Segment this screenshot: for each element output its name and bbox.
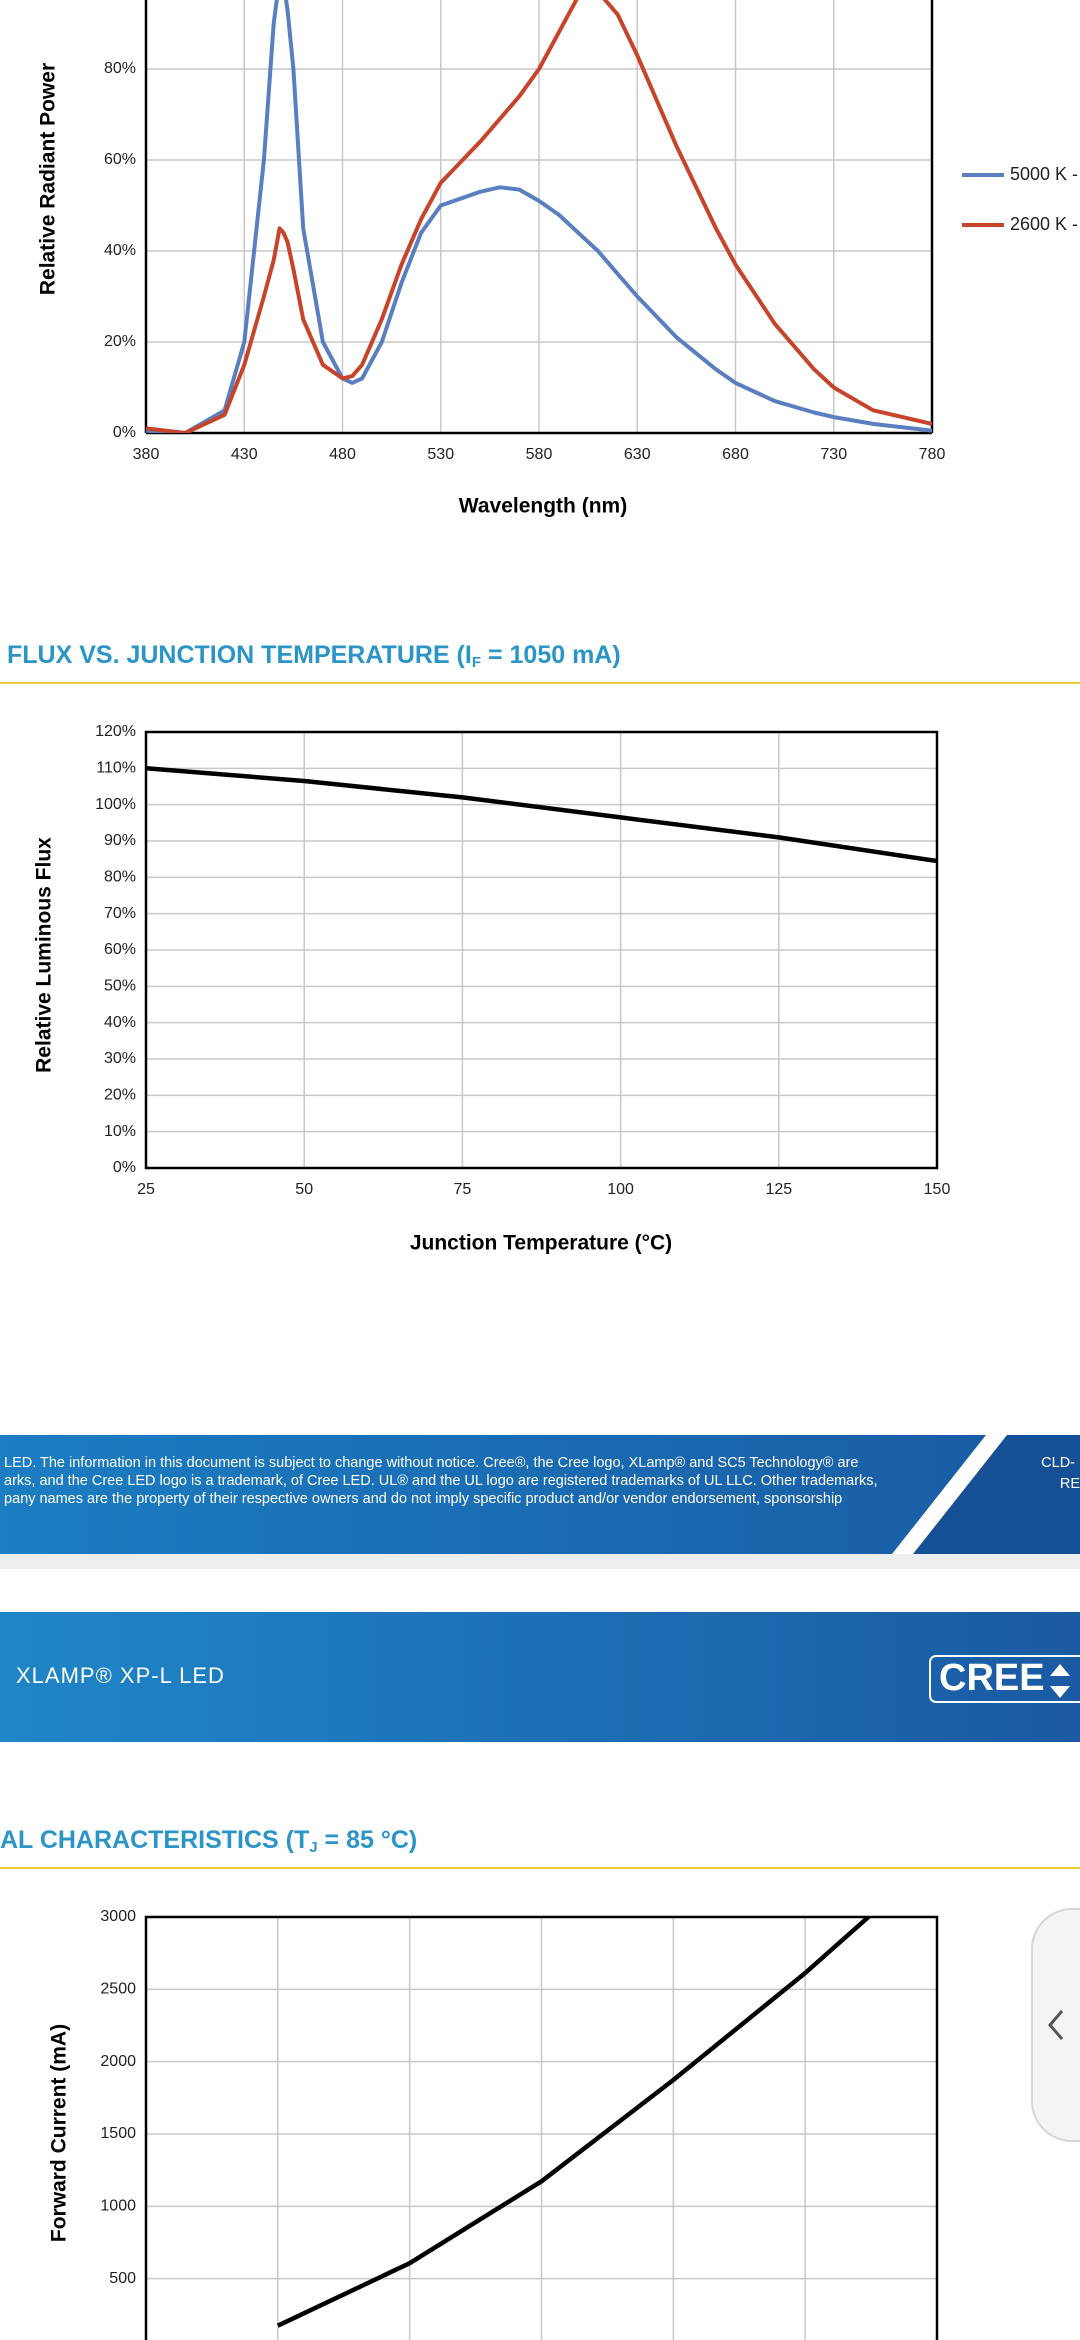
footer-panel	[913, 1435, 1080, 1554]
x-tick-label: 150	[924, 1181, 951, 1198]
y-tick-label: 20%	[104, 333, 136, 350]
y-tick-label: 1000	[100, 2198, 136, 2215]
x-axis-title: Wavelength (nm)	[459, 495, 627, 518]
x-tick-label: 100	[607, 1181, 634, 1198]
x-tick-label: 780	[919, 446, 946, 463]
x-tick-label: 430	[231, 446, 258, 463]
y-tick-label: 30%	[104, 1050, 136, 1067]
footer-stripe	[892, 1435, 1007, 1554]
y-axis-title: Forward Current (mA)	[48, 2024, 71, 2242]
x-tick-label: 680	[722, 446, 749, 463]
y-tick-label: 60%	[104, 151, 136, 168]
title-subscript: F	[472, 654, 481, 671]
title-text: = 1050 mA)	[481, 641, 621, 669]
y-tick-label: 500	[109, 2270, 136, 2287]
y-tick-label: 70%	[104, 905, 136, 922]
y-tick-label: 120%	[95, 723, 136, 740]
y-tick-label: 40%	[104, 1014, 136, 1031]
header-banner	[0, 1612, 1080, 1742]
y-tick-label: 0%	[113, 1159, 136, 1176]
x-tick-label: 50	[295, 1181, 313, 1198]
data-line	[146, 766, 937, 864]
x-tick-label: 580	[526, 446, 553, 463]
y-tick-label: 80%	[104, 60, 136, 77]
chart-title: FLUX VS. JUNCTION TEMPERATURE (IF = 1050…	[7, 641, 621, 671]
plot-frame	[144, 1915, 939, 2340]
logo: CREE	[939, 1657, 1045, 1699]
doc-code: CLD-	[1041, 1455, 1075, 1471]
logo-frame	[929, 1655, 1080, 1703]
y-tick-label: 2000	[100, 2053, 136, 2070]
y-tick-label: 0%	[113, 424, 136, 441]
y-axis-title: Relative Luminous Flux	[33, 837, 56, 1073]
legend-label: 2600 K -	[1010, 214, 1078, 234]
footer-text: LED. The information in this document is…	[4, 1455, 858, 1471]
title-text: AL CHARACTERISTICS (T	[0, 1826, 309, 1854]
x-tick-label: 25	[137, 1181, 155, 1198]
chevron-icon[interactable]	[1048, 2010, 1064, 2040]
x-tick-label: 530	[427, 446, 454, 463]
y-tick-label: 90%	[104, 832, 136, 849]
x-axis-title: Junction Temperature (°C)	[410, 1232, 672, 1255]
y-tick-label: 80%	[104, 869, 136, 886]
y-tick-label: 20%	[104, 1087, 136, 1104]
footer-banner	[0, 1435, 1080, 1554]
y-tick-label: 110%	[96, 760, 136, 777]
doc-code: RE	[1060, 1476, 1080, 1492]
y-tick-label: 2500	[100, 1981, 136, 1998]
y-tick-label: 3000	[100, 1908, 136, 1925]
y-axis-title: Relative Radiant Power	[37, 63, 60, 295]
data-line	[146, 0, 932, 433]
data-line	[276, 1917, 872, 2328]
page-gap	[0, 1554, 1080, 1569]
x-tick-label: 380	[133, 446, 160, 463]
x-tick-label: 480	[329, 446, 356, 463]
plot-frame	[144, 730, 939, 1170]
x-tick-label: 730	[820, 446, 847, 463]
y-tick-label: 1500	[100, 2125, 136, 2142]
footer-text: arks, and the Cree LED logo is a tradema…	[4, 1473, 878, 1489]
y-tick-label: 60%	[104, 941, 136, 958]
data-line	[146, 0, 932, 433]
y-tick-label: 40%	[104, 242, 136, 259]
y-tick-label: 10%	[104, 1123, 136, 1140]
y-tick-label: 100%	[95, 796, 136, 813]
title-subscript: J	[309, 1839, 317, 1856]
logo-arrows	[1050, 1664, 1070, 1698]
x-tick-label: 125	[765, 1181, 792, 1198]
y-tick-label: 50%	[104, 978, 136, 995]
title-text: = 85 °C)	[318, 1826, 418, 1854]
x-tick-label: 630	[624, 446, 651, 463]
header-title: XLAMP® XP-L LED	[16, 1663, 225, 1688]
legend-label: 5000 K -	[1010, 164, 1078, 184]
x-tick-label: 75	[454, 1181, 472, 1198]
title-text: FLUX VS. JUNCTION TEMPERATURE (I	[7, 641, 472, 669]
footer-text: pany names are the property of their res…	[4, 1491, 842, 1507]
chart-title: AL CHARACTERISTICS (TJ = 85 °C)	[0, 1826, 417, 1856]
side-handle[interactable]	[1031, 1908, 1080, 2142]
